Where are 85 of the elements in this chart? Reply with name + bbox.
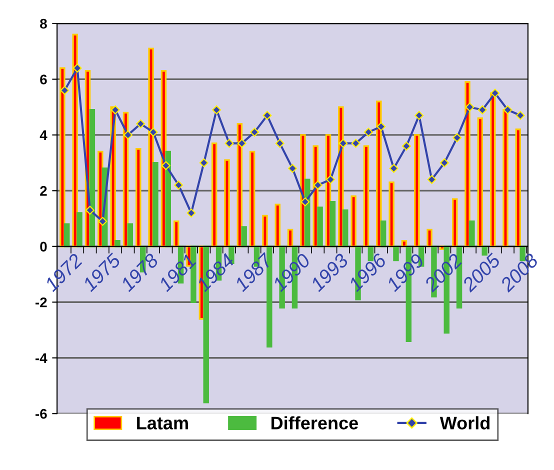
point [224, 138, 234, 148]
bar [330, 200, 336, 248]
y-tick-label: 6 [40, 74, 47, 84]
bar [72, 34, 78, 248]
point [376, 122, 386, 132]
bar [211, 142, 218, 248]
point [199, 158, 208, 168]
point [402, 142, 411, 151]
point [212, 105, 222, 114]
bar [363, 145, 370, 248]
legend-label: Latam [137, 416, 188, 430]
point [98, 216, 108, 226]
bar [477, 117, 484, 248]
point [237, 138, 246, 148]
bar [380, 220, 386, 248]
bar [376, 100, 382, 248]
point [174, 180, 184, 190]
legend-label: Difference [272, 416, 358, 430]
point [300, 197, 310, 206]
bar [388, 181, 394, 248]
point [148, 128, 158, 137]
point [414, 110, 424, 120]
point [465, 102, 474, 112]
bar [266, 246, 272, 348]
point [136, 119, 146, 128]
bar [152, 162, 158, 248]
point [60, 86, 70, 95]
y-tick-label: -2 [36, 297, 47, 308]
point [427, 175, 436, 184]
bar [136, 148, 142, 248]
point [161, 161, 170, 170]
bar [452, 198, 458, 248]
point [503, 105, 512, 114]
point [440, 158, 449, 168]
bar [174, 220, 180, 248]
point [389, 164, 398, 173]
point [452, 133, 462, 142]
point [262, 110, 272, 120]
point [250, 128, 260, 137]
point [338, 138, 348, 148]
point [110, 105, 120, 114]
legend-label: World [440, 416, 490, 430]
bar [317, 206, 323, 248]
bar [350, 195, 356, 248]
bar [127, 223, 134, 248]
y-tick-label: -4 [36, 353, 48, 363]
point [313, 180, 322, 190]
y-tick-label: 0 [40, 242, 47, 252]
bar [502, 109, 508, 248]
bar [64, 223, 70, 248]
bar [414, 134, 420, 248]
point [85, 206, 94, 215]
point [490, 88, 500, 98]
bar [490, 92, 496, 248]
bar [148, 48, 154, 248]
bar [262, 214, 268, 248]
bar [274, 204, 280, 248]
y-tick-label: 2 [40, 186, 47, 196]
point [326, 175, 335, 184]
bar [515, 128, 522, 248]
bar [224, 159, 230, 248]
point [288, 164, 297, 173]
point [364, 128, 373, 137]
bar [342, 209, 348, 248]
bar [89, 109, 96, 248]
bar [338, 106, 344, 248]
bar [241, 226, 247, 248]
point [123, 130, 132, 140]
bar [249, 150, 256, 248]
y-tick-label: 8 [40, 18, 47, 29]
point [478, 105, 487, 114]
bar [464, 81, 470, 248]
bar [114, 240, 120, 248]
bar [426, 228, 432, 248]
y-tick-label: 4 [40, 130, 48, 140]
point [186, 208, 196, 218]
point [351, 138, 360, 148]
point [275, 138, 284, 148]
bar [469, 220, 475, 248]
bar [76, 212, 82, 248]
point [516, 110, 525, 120]
y-tick-label: -6 [36, 408, 47, 419]
point [72, 64, 82, 73]
bar [287, 228, 294, 248]
bar [60, 67, 66, 248]
